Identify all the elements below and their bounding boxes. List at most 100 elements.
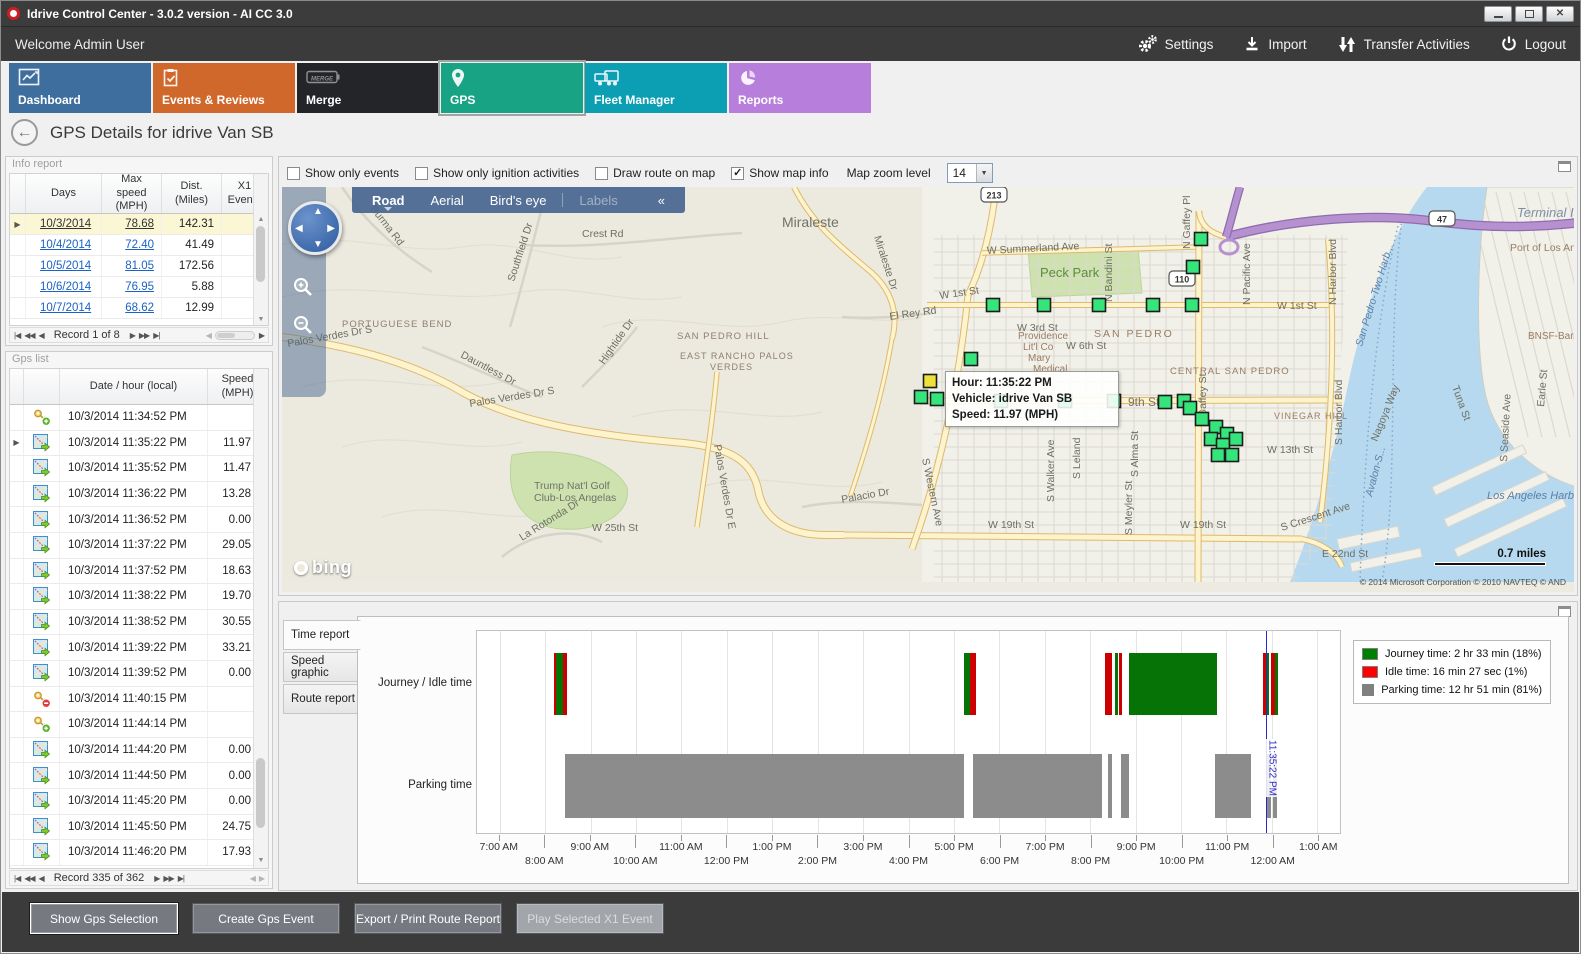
nav-tile-dashboard[interactable]: Dashboard xyxy=(9,63,151,113)
checkbox-show-only-events[interactable]: Show only events xyxy=(287,166,399,180)
info-report-scrollbar[interactable]: ▲ ▼ xyxy=(253,174,268,325)
max-speed-link[interactable]: 76.95 xyxy=(125,281,154,293)
gps-list-scrollbar[interactable]: ▼ xyxy=(253,369,268,868)
gps-list-row[interactable]: 10/3/2014 11:45:20 PM 0.00 xyxy=(10,788,268,815)
checkbox-box[interactable]: ✓ xyxy=(731,166,745,180)
checkbox-box[interactable] xyxy=(287,166,300,180)
gps-list-row[interactable]: 10/3/2014 11:46:20 PM 17.93 xyxy=(10,840,268,866)
info-report-row[interactable]: 10/4/2014 72.40 41.49 xyxy=(10,235,268,256)
pager-first[interactable]: |◀ xyxy=(14,330,21,340)
day-link[interactable]: 10/6/2014 xyxy=(40,281,92,293)
chart-tab-speed-graphic[interactable]: Speed graphic xyxy=(283,652,358,682)
map-zoom-level-select[interactable]: 14 ▼ xyxy=(946,163,993,183)
nav-tile-gps[interactable]: GPS xyxy=(441,63,583,113)
gps-marker[interactable] xyxy=(985,297,1001,313)
map-bar-collapse-icon[interactable]: « xyxy=(657,192,665,208)
maximize-button[interactable] xyxy=(1515,5,1543,22)
max-speed-link[interactable]: 72.40 xyxy=(125,239,154,251)
gps-list-row[interactable]: 10/3/2014 11:39:22 PM 33.21 xyxy=(10,635,268,661)
menu-action-logout[interactable]: Logout xyxy=(1500,35,1566,53)
info-report-row[interactable]: 10/7/2014 68.62 12.99 xyxy=(10,298,268,319)
gps-list-row[interactable]: 10/3/2014 11:39:52 PM 0.00 xyxy=(10,660,268,687)
map-mode-labels[interactable]: Labels xyxy=(579,192,618,208)
gps-list-row[interactable]: 10/3/2014 11:37:52 PM 18.63 xyxy=(10,558,268,585)
nav-tile-reports[interactable]: Reports xyxy=(729,63,871,113)
map-mode-road[interactable]: Road xyxy=(372,192,405,211)
gps-marker[interactable] xyxy=(1145,297,1161,313)
gps-list-row[interactable]: 10/3/2014 11:38:22 PM 19.70 xyxy=(10,584,268,610)
gps-marker[interactable] xyxy=(1182,400,1198,416)
chart-tab-route-report[interactable]: Route report xyxy=(283,684,358,714)
gps-marker[interactable] xyxy=(1184,297,1200,313)
gps-marker[interactable] xyxy=(1157,394,1173,410)
gps-list-row[interactable]: 10/3/2014 11:45:50 PM 24.75 xyxy=(10,814,268,841)
button-export-print-route-report[interactable]: Export / Print Route Report xyxy=(354,903,502,934)
pager-last[interactable]: ▶| xyxy=(177,873,185,883)
gps-marker[interactable] xyxy=(1224,447,1240,463)
gps-list-row[interactable]: 10/3/2014 11:36:52 PM 0.00 xyxy=(10,507,268,533)
selected-gps-marker[interactable] xyxy=(922,373,938,389)
gps-marker[interactable] xyxy=(929,391,945,407)
gps-list-row[interactable]: 10/3/2014 11:34:52 PM xyxy=(10,405,268,431)
gps-marker[interactable] xyxy=(1228,431,1244,447)
day-link[interactable]: 10/5/2014 xyxy=(40,260,92,272)
day-link[interactable]: 10/3/2014 xyxy=(40,218,92,230)
column-header-datetime[interactable]: Date / hour (local) xyxy=(60,369,208,404)
gps-list-row[interactable]: 10/3/2014 11:38:52 PM 30.55 xyxy=(10,609,268,636)
max-speed-link[interactable]: 68.62 xyxy=(125,302,154,314)
day-link[interactable]: 10/7/2014 xyxy=(40,302,92,314)
day-link[interactable]: 10/4/2014 xyxy=(40,239,92,251)
checkbox-draw-route-on-map[interactable]: Draw route on map xyxy=(595,166,715,180)
pager-hscrollbar[interactable] xyxy=(214,330,255,340)
pager-next-page[interactable]: ▶▶ xyxy=(138,330,150,340)
bing-map[interactable]: 213 110 47 Miraleste Burma Rd Crest Rd South… xyxy=(282,187,1574,592)
gps-marker[interactable] xyxy=(1036,297,1052,313)
nav-tile-events[interactable]: Events & Reviews xyxy=(153,63,295,113)
info-report-row[interactable]: 10/5/2014 81.05 172.56 xyxy=(10,256,268,277)
info-report-row[interactable]: ▶ 10/3/2014 78.68 142.31 xyxy=(10,214,268,235)
max-speed-link[interactable]: 81.05 xyxy=(125,260,154,272)
gps-list-row[interactable]: 10/3/2014 11:44:14 PM xyxy=(10,712,268,738)
gps-list-row[interactable]: ▶ 10/3/2014 11:35:22 PM 11.97 xyxy=(10,430,268,457)
info-report-row[interactable]: 10/6/2014 76.95 5.88 xyxy=(10,277,268,298)
gps-marker[interactable] xyxy=(1210,447,1226,463)
gps-marker[interactable] xyxy=(1193,231,1209,247)
pager-prev[interactable]: ◀ xyxy=(38,330,45,340)
nav-tile-fleet[interactable]: Fleet Manager xyxy=(585,63,727,113)
gps-list-row[interactable]: 10/3/2014 11:40:15 PM xyxy=(10,686,268,713)
menu-action-settings[interactable]: Settings xyxy=(1136,35,1213,53)
checkbox-show-map-info[interactable]: ✓ Show map info xyxy=(731,166,829,180)
pager-next[interactable]: ▶ xyxy=(154,873,160,883)
close-button[interactable]: ✕ xyxy=(1546,5,1574,22)
pager-next-page[interactable]: ▶▶ xyxy=(163,873,174,883)
gps-marker[interactable] xyxy=(1203,431,1219,447)
back-button[interactable]: ← xyxy=(11,119,38,146)
column-header-max-speed[interactable]: Max speed (MPH) xyxy=(102,174,162,213)
checkbox-box[interactable] xyxy=(415,166,429,180)
button-create-gps-event[interactable]: Create Gps Event xyxy=(192,903,340,934)
gps-marker[interactable] xyxy=(913,389,929,405)
checkbox-show-only-ignition-activities[interactable]: Show only ignition activities xyxy=(415,166,579,180)
max-speed-link[interactable]: 78.68 xyxy=(125,218,154,230)
checkbox-box[interactable] xyxy=(595,166,609,180)
gps-marker[interactable] xyxy=(1185,259,1201,275)
column-header-dist[interactable]: Dist. (Miles) xyxy=(162,174,222,213)
pager-prev-page[interactable]: ◀◀ xyxy=(24,330,35,340)
map-pan-compass[interactable]: ▲ ▼ ◀ ▶ xyxy=(288,201,342,255)
map-zoom-out-icon[interactable] xyxy=(291,313,315,337)
gps-list-row[interactable]: 10/3/2014 11:44:50 PM 0.00 xyxy=(10,763,268,789)
map-mode-aerial[interactable]: Aerial xyxy=(430,192,464,208)
pager-prev[interactable]: ◀ xyxy=(38,873,45,883)
button-show-gps-selection[interactable]: Show Gps Selection xyxy=(30,903,178,934)
pager-first[interactable]: |◀ xyxy=(14,873,21,883)
pager-prev-page[interactable]: ◀◀ xyxy=(24,873,35,883)
gps-list-row[interactable]: 10/3/2014 11:36:22 PM 13.28 xyxy=(10,481,268,508)
gps-marker[interactable] xyxy=(963,351,979,367)
pager-last[interactable]: ▶| xyxy=(153,330,160,340)
map-zoom-in-icon[interactable] xyxy=(291,275,315,299)
gps-list-row[interactable]: 10/3/2014 11:44:20 PM 0.00 xyxy=(10,737,268,764)
gps-marker[interactable] xyxy=(1194,411,1210,427)
minimize-button[interactable] xyxy=(1484,5,1512,22)
column-header-days[interactable]: Days xyxy=(26,174,102,213)
map-mode-birds-eye[interactable]: Bird's eye xyxy=(489,192,547,208)
